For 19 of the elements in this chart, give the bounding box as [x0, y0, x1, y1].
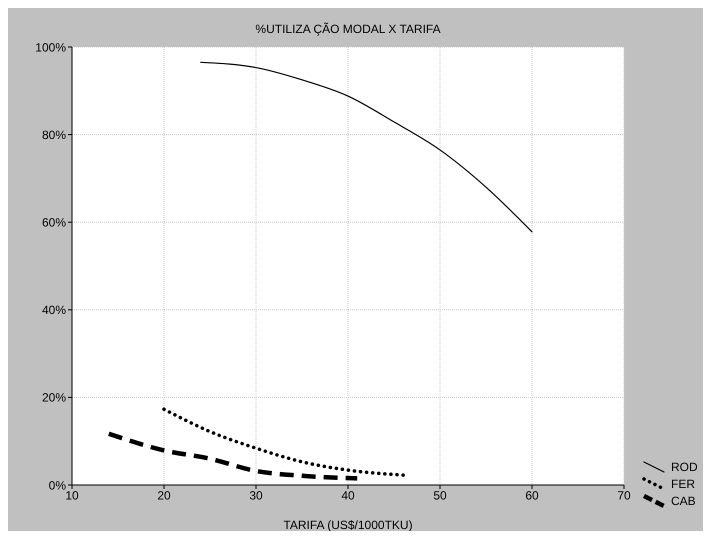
x-tick-label: 10	[65, 488, 79, 503]
line-series	[106, 432, 360, 481]
x-tick-label: 20	[157, 488, 171, 503]
line-series	[200, 62, 533, 232]
y-tick-label: 60%	[42, 215, 66, 230]
legend-label: ROD	[671, 460, 698, 474]
y-tick-label: 0%	[48, 478, 66, 492]
y-tick-label: 20%	[42, 390, 66, 405]
legend-label: CAB	[671, 494, 696, 508]
x-tick-label: 70	[617, 488, 631, 503]
y-tick-label: 80%	[42, 128, 66, 142]
x-tick-label: 50	[433, 488, 447, 503]
x-tick-label: 30	[249, 488, 263, 503]
x-tick-label: 40	[341, 488, 355, 503]
chart-title: %UTILIZA ÇÃO MODAL X TARIFA	[254, 22, 442, 36]
legend-label: FER	[671, 476, 695, 490]
x-tick-label: 60	[525, 488, 539, 503]
y-tick-label: 100%	[35, 40, 66, 54]
y-tick-label: 40%	[42, 303, 66, 318]
